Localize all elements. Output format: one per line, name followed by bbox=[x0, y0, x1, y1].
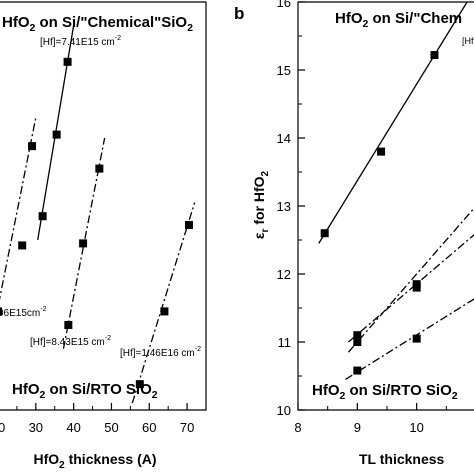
fit-line-0 bbox=[0, 117, 37, 301]
panel-b-y-axis-label: εr for HfO2 bbox=[251, 170, 271, 239]
data-point bbox=[353, 366, 362, 375]
annotation-title-top: HfO2 on Si/"Chemical"SiO2 bbox=[2, 14, 193, 34]
panel-b-fit-lines bbox=[318, 1, 474, 380]
fit-line-3 bbox=[131, 202, 196, 404]
y-tick-label: 13 bbox=[277, 199, 291, 214]
fit-line-1 bbox=[37, 20, 76, 241]
data-point bbox=[353, 331, 362, 340]
panel-b-label: b bbox=[234, 4, 244, 23]
panel-a-x-ticks: 20 30 40 50 60 70 bbox=[0, 403, 194, 435]
fit-line-2 bbox=[348, 234, 474, 343]
annotation-hf-406: 06E15cm-2 bbox=[0, 306, 47, 319]
fit-line-1 bbox=[347, 207, 474, 353]
y-tick-label: 10 bbox=[277, 403, 291, 418]
data-point bbox=[353, 338, 362, 346]
panel-b-ticks: 8 9 10 10 11 12 13 14 15 16 bbox=[277, 0, 447, 435]
panel-a: 203040506070 HfO2 on Si/"Chemical"SiO2Hf… bbox=[0, 1, 207, 471]
x-tick-label: 60 bbox=[142, 420, 156, 435]
data-point bbox=[63, 57, 72, 66]
annotation-title-bottom: HfO2 on Si/RTO SiO2 bbox=[12, 381, 158, 401]
panel-a-frame bbox=[0, 1, 207, 411]
data-point bbox=[377, 147, 386, 156]
data-point bbox=[135, 380, 144, 389]
panel-a-annotations: HfO2 on Si/"Chemical"SiO2 HfO2 on Si/RTO … bbox=[0, 14, 201, 401]
data-point bbox=[52, 130, 61, 139]
y-tick-label: 12 bbox=[277, 267, 291, 282]
annotation-hf-843: [Hf]=8.43E15 cm-2 bbox=[30, 335, 111, 348]
data-point bbox=[28, 142, 37, 151]
fit-line-0 bbox=[318, 1, 468, 244]
x-tick-label: 20 bbox=[0, 420, 5, 435]
panel-b-frame bbox=[297, 1, 474, 411]
x-tick-label: 50 bbox=[104, 420, 118, 435]
fit-line-3 bbox=[345, 298, 474, 380]
x-tick-label: 9 bbox=[354, 420, 361, 435]
panel-b-x-axis-label: TL thickness bbox=[359, 451, 445, 467]
panel-a-points bbox=[0, 57, 193, 389]
data-point bbox=[430, 51, 439, 60]
annotation-hf-right: [Hf bbox=[462, 36, 474, 46]
annotation-hf-146: [Hf]=1.46E16 cm-2 bbox=[120, 346, 201, 359]
panel-a-x-axis-label: HfO2 thickness (A) bbox=[33, 451, 156, 471]
y-tick-label: 14 bbox=[277, 131, 291, 146]
data-point bbox=[18, 241, 27, 250]
annotation-hf-741: [Hf]=7.41E15 cm-2 bbox=[40, 35, 121, 48]
data-point bbox=[95, 164, 104, 173]
annotation-title-bottom-b: HfO2 on Si/RTO SiO2 bbox=[312, 382, 458, 402]
y-tick-label: 11 bbox=[278, 335, 292, 350]
data-point bbox=[160, 307, 169, 316]
x-tick-label: 8 bbox=[294, 420, 301, 435]
data-point bbox=[79, 239, 88, 248]
data-point bbox=[184, 221, 193, 230]
annotation-title-top-b: HfO2 on Si/"Chem bbox=[335, 10, 462, 30]
x-tick-label: 10 bbox=[409, 420, 423, 435]
panel-b-points bbox=[320, 51, 439, 375]
data-point bbox=[0, 307, 2, 316]
y-tick-label: 16 bbox=[277, 0, 291, 10]
y-tick-label: 15 bbox=[277, 63, 291, 78]
panel-b-annotations: HfO2 on Si/"Chem HfO2 on Si/RTO SiO2 [Hf bbox=[312, 10, 474, 402]
data-point bbox=[412, 334, 421, 343]
data-point bbox=[38, 212, 47, 221]
x-tick-label: 30 bbox=[29, 420, 43, 435]
data-point bbox=[64, 321, 73, 329]
x-tick-label: 70 bbox=[180, 420, 194, 435]
data-point bbox=[320, 229, 329, 238]
x-tick-label: 40 bbox=[66, 420, 80, 435]
data-point bbox=[412, 283, 421, 292]
